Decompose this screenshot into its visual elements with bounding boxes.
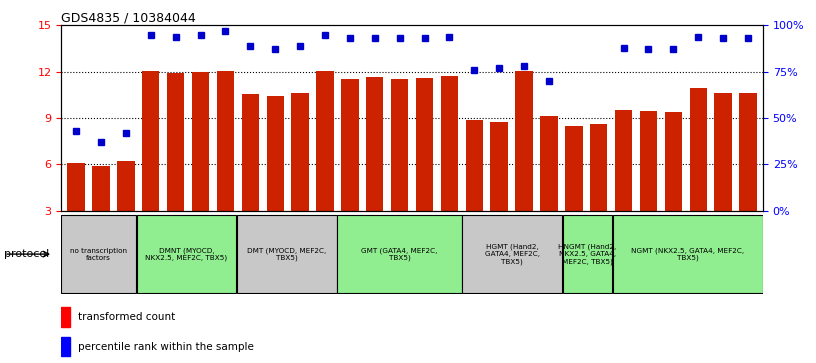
Bar (267, 97, 284, 211)
Bar (391, 79, 408, 211)
Bar (61, 337, 70, 356)
FancyBboxPatch shape (337, 215, 462, 293)
Bar (665, 112, 682, 211)
Bar (167, 73, 184, 211)
Text: DMT (MYOCD, MEF2C,
TBX5): DMT (MYOCD, MEF2C, TBX5) (247, 247, 326, 261)
Bar (565, 126, 583, 211)
Text: HNGMT (Hand2,
NKX2.5, GATA4,
MEF2C, TBX5): HNGMT (Hand2, NKX2.5, GATA4, MEF2C, TBX5… (558, 244, 617, 265)
FancyBboxPatch shape (463, 215, 562, 293)
Bar (291, 93, 308, 211)
Bar (68, 163, 85, 211)
Bar (561, 25, 611, 211)
Bar (441, 76, 458, 211)
Bar (142, 71, 159, 211)
Bar (366, 77, 384, 211)
Bar (139, 25, 238, 211)
Text: GMT (GATA4, MEF2C,
TBX5): GMT (GATA4, MEF2C, TBX5) (361, 247, 437, 261)
Text: protocol: protocol (4, 249, 49, 259)
Bar (118, 161, 135, 211)
Bar (317, 71, 334, 211)
Bar (238, 25, 338, 211)
Text: transformed count: transformed count (78, 312, 175, 322)
FancyBboxPatch shape (61, 215, 136, 293)
Bar (615, 110, 632, 211)
Text: NGMT (NKX2.5, GATA4, MEF2C,
TBX5): NGMT (NKX2.5, GATA4, MEF2C, TBX5) (632, 247, 744, 261)
FancyBboxPatch shape (237, 215, 337, 293)
Text: DMNT (MYOCD,
NKX2.5, MEF2C, TBX5): DMNT (MYOCD, NKX2.5, MEF2C, TBX5) (145, 247, 228, 261)
FancyBboxPatch shape (563, 215, 612, 293)
Bar (338, 25, 462, 211)
Bar (416, 78, 433, 211)
Bar (611, 25, 761, 211)
Bar (715, 93, 732, 211)
Bar (341, 79, 358, 211)
Bar (640, 111, 657, 211)
Text: HGMT (Hand2,
GATA4, MEF2C,
TBX5): HGMT (Hand2, GATA4, MEF2C, TBX5) (485, 244, 540, 265)
Text: GDS4835 / 10384044: GDS4835 / 10384044 (61, 11, 196, 24)
Bar (690, 88, 707, 211)
Bar (490, 122, 508, 211)
Bar (242, 94, 259, 211)
Bar (64, 25, 139, 211)
Bar (516, 71, 533, 211)
FancyBboxPatch shape (136, 215, 237, 293)
Text: no transcription
factors: no transcription factors (70, 248, 127, 261)
Bar (61, 307, 70, 327)
Bar (92, 166, 109, 211)
Text: percentile rank within the sample: percentile rank within the sample (78, 342, 254, 352)
Bar (192, 72, 209, 211)
Bar (739, 93, 756, 211)
Bar (590, 124, 607, 211)
FancyBboxPatch shape (613, 215, 763, 293)
Bar (217, 71, 234, 211)
Bar (462, 25, 561, 211)
Bar (540, 117, 557, 211)
Bar (466, 120, 483, 211)
